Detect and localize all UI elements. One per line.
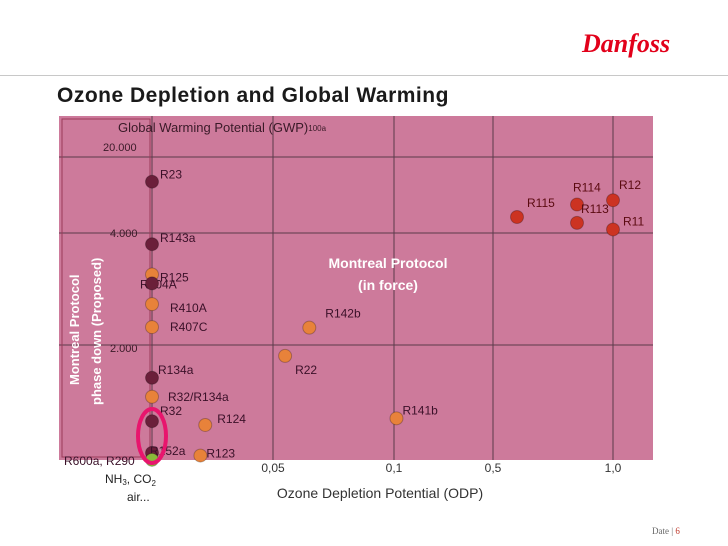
slide-title: Ozone Depletion and Global Warming — [57, 84, 449, 107]
highlight-ring — [136, 407, 168, 465]
point-label-r600a-r290: R600a, R290 — [64, 454, 135, 468]
point-r143a — [145, 237, 159, 252]
point-r410a — [145, 297, 159, 312]
y-tick-2000: 2.000 — [110, 343, 138, 355]
x-tick-05: 0,5 — [485, 461, 502, 475]
point-label-r32: R32 — [160, 404, 182, 418]
point-r113 — [570, 215, 584, 230]
grid-lines — [59, 116, 653, 460]
footer-page-number: 6 — [675, 526, 680, 536]
nh3-co2-label: NH3, CO2 — [105, 472, 156, 488]
proposed-label-line-2: phase down (Proposed) — [89, 258, 104, 405]
point-r23 — [145, 174, 159, 189]
point-label-r141b: R141b — [402, 403, 438, 417]
point-label-r32-r134a: R32/R134a — [168, 390, 229, 404]
point-label-r152a: R152a — [150, 444, 186, 458]
point-r32-r134a — [145, 389, 159, 404]
point-label-r22: R22 — [295, 363, 317, 377]
point-label-r115: R115 — [527, 196, 555, 210]
point-label-r124: R124 — [217, 412, 246, 426]
point-label-r142b: R142b — [325, 307, 361, 321]
footer-date-label: Date — [652, 526, 669, 536]
point-label-r113: R113 — [581, 202, 609, 216]
point-label-r407c: R407C — [170, 320, 208, 334]
point-label-r143a: R143a — [160, 231, 196, 245]
point-r124 — [198, 417, 213, 432]
danfoss-logo: Danfoss — [581, 29, 670, 58]
in-force-label-line-1: Montreal Protocol — [328, 255, 447, 271]
footer: Date | 6 — [652, 526, 680, 536]
point-r114 — [570, 197, 584, 212]
point-label-r410a: R410A — [170, 301, 207, 315]
x-tick-10: 1,0 — [605, 461, 622, 475]
point-r115 — [510, 209, 524, 224]
y-tick-20000: 20.000 — [103, 142, 137, 154]
point-label-r12: R12 — [619, 178, 641, 192]
point-r142b — [302, 320, 317, 335]
point-r141b — [389, 411, 404, 426]
x-tick-01: 0,1 — [386, 461, 403, 475]
in-force-label-line-2: (in force) — [358, 277, 418, 293]
point-r32 — [145, 414, 159, 429]
air-label: air... — [127, 490, 150, 504]
y-axis-title: Global Warming Potential (GWP)100a — [118, 120, 327, 135]
point-label-r23: R23 — [160, 168, 182, 182]
data-points: R23R143aR404AR125R410AR407CR134aR32/R134… — [64, 168, 644, 468]
point-r134a — [145, 370, 159, 385]
x-axis-title: Ozone Depletion Potential (ODP) — [277, 485, 483, 501]
y-tick-4000: 4.000 — [110, 228, 138, 240]
point-r407c — [145, 320, 159, 335]
point-label-r11: R11 — [623, 214, 644, 228]
x-tick-005: 0,05 — [261, 461, 285, 475]
point-label-r134a: R134a — [158, 363, 194, 377]
point-r125 — [145, 276, 159, 291]
plot-background — [59, 116, 653, 460]
point-r22 — [278, 348, 293, 363]
point-r11 — [606, 222, 620, 237]
proposed-region-label: Montreal Protocol phase down (Proposed) — [67, 258, 104, 405]
point-label-r114: R114 — [573, 181, 601, 195]
header-divider — [0, 75, 728, 76]
footer-separator: | — [671, 526, 674, 536]
point-label-r123: R123 — [206, 447, 235, 461]
svg-text:Danfoss: Danfoss — [581, 29, 670, 58]
point-r12 — [606, 193, 620, 208]
point-r123 — [193, 448, 208, 463]
proposed-label-line-1: Montreal Protocol — [67, 274, 82, 385]
point-label-r125: R125 — [160, 270, 189, 284]
